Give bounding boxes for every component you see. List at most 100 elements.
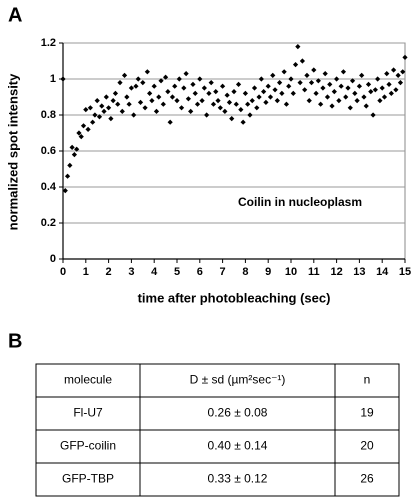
point xyxy=(121,72,128,78)
point xyxy=(288,76,294,82)
x-tick-label: 2 xyxy=(106,266,112,278)
point xyxy=(215,98,221,104)
table-header: D ± sd (µm²sec⁻¹) xyxy=(190,373,286,387)
point xyxy=(147,90,153,96)
point xyxy=(83,107,89,113)
point xyxy=(76,130,82,136)
point xyxy=(87,105,93,111)
y-tick-label: 0 xyxy=(50,253,56,265)
point xyxy=(117,80,123,86)
x-tick-label: 0 xyxy=(60,266,66,278)
x-tick-label: 10 xyxy=(285,266,297,278)
point xyxy=(254,105,260,111)
point xyxy=(306,98,312,104)
point xyxy=(151,83,157,89)
point xyxy=(245,101,251,107)
point xyxy=(322,71,328,77)
point xyxy=(347,105,353,111)
point xyxy=(365,81,372,87)
point xyxy=(119,108,125,114)
point xyxy=(140,80,146,86)
point xyxy=(274,98,280,104)
point xyxy=(74,146,80,152)
point xyxy=(108,116,114,122)
point xyxy=(199,98,205,104)
point xyxy=(172,83,178,89)
point xyxy=(381,94,388,100)
point xyxy=(391,67,397,73)
point xyxy=(343,94,349,100)
point xyxy=(174,98,180,104)
point xyxy=(359,72,365,78)
table-cell: GFP-TBP xyxy=(62,472,114,486)
y-axis-label: normalized spot intensity xyxy=(5,73,20,231)
point xyxy=(311,67,317,73)
point xyxy=(384,71,390,77)
point xyxy=(340,69,347,75)
point xyxy=(153,108,160,114)
point xyxy=(192,90,198,96)
point xyxy=(386,81,392,87)
point xyxy=(265,83,271,89)
y-tick-label: 1 xyxy=(50,73,56,85)
point xyxy=(318,101,324,107)
point xyxy=(302,87,308,93)
point xyxy=(261,89,267,95)
table-cell: 0.33 ± 0.12 xyxy=(208,472,268,486)
point xyxy=(165,89,171,95)
point xyxy=(304,72,310,78)
point xyxy=(60,76,66,82)
table-cell: Fl-U7 xyxy=(73,406,103,420)
point xyxy=(354,98,360,104)
point xyxy=(397,80,404,86)
point xyxy=(263,99,269,105)
x-tick-label: 1 xyxy=(83,266,89,278)
point xyxy=(352,90,358,96)
point xyxy=(224,92,230,98)
point xyxy=(229,116,235,122)
point xyxy=(279,90,285,96)
point xyxy=(185,96,191,102)
point xyxy=(235,81,242,87)
point xyxy=(281,69,287,75)
point xyxy=(208,80,214,86)
point xyxy=(247,112,253,118)
table-cell: GFP-coilin xyxy=(60,439,116,453)
point xyxy=(270,72,276,78)
y-tick-label: 0.4 xyxy=(41,181,57,193)
table-cell: 0.40 ± 0.14 xyxy=(208,439,268,453)
y-tick-label: 0.2 xyxy=(41,217,56,229)
x-axis-label: time after photobleaching (sec) xyxy=(138,290,331,305)
point xyxy=(368,89,374,95)
point xyxy=(251,85,258,91)
table-header: n xyxy=(364,373,371,387)
point xyxy=(395,72,401,78)
x-tick-label: 13 xyxy=(353,266,365,278)
point xyxy=(379,85,385,91)
point xyxy=(149,98,155,104)
point xyxy=(190,81,196,87)
point xyxy=(372,87,378,93)
point xyxy=(201,85,207,91)
x-tick-label: 5 xyxy=(174,266,180,278)
point xyxy=(356,83,362,89)
point xyxy=(197,76,203,82)
point xyxy=(277,80,283,86)
point xyxy=(69,144,75,150)
point xyxy=(327,81,333,87)
point xyxy=(345,85,351,91)
point xyxy=(238,107,244,113)
point xyxy=(144,69,150,75)
point xyxy=(217,105,223,111)
point xyxy=(124,94,130,100)
point xyxy=(131,112,137,118)
point xyxy=(126,101,132,107)
point xyxy=(290,90,296,96)
point xyxy=(308,80,315,86)
table-cell: 20 xyxy=(360,439,374,453)
point xyxy=(286,83,292,89)
point xyxy=(222,108,228,114)
point xyxy=(320,85,326,91)
point xyxy=(163,74,169,80)
point xyxy=(206,90,212,96)
